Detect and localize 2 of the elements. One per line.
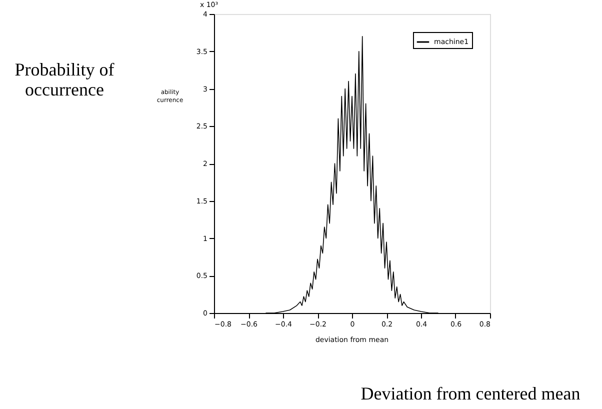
y-axis-title: Probability of occurrence	[14, 60, 114, 100]
x-axis-title: Deviation from centered mean	[360, 384, 580, 404]
